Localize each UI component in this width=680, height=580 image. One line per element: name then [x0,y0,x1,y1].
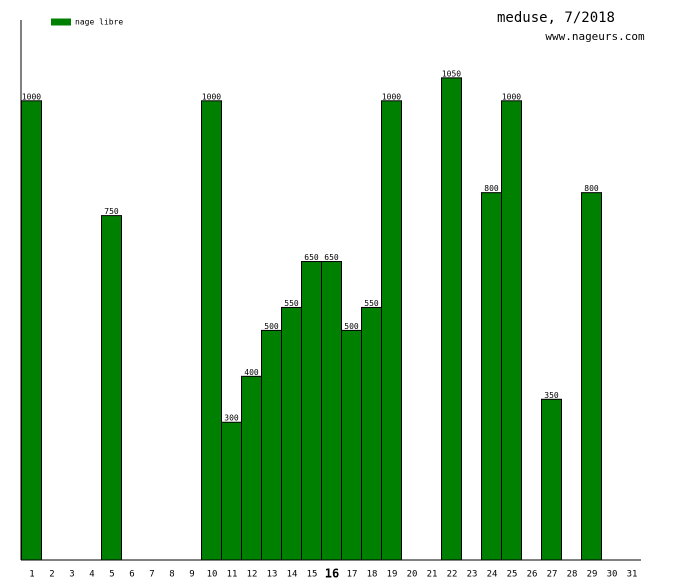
bar [381,100,402,561]
bar [581,192,602,561]
x-tick-label: 15 [307,570,318,580]
bar [21,100,42,561]
x-tick-label: 10 [207,570,218,580]
value-label: 500 [264,322,279,331]
value-label: 650 [324,253,339,262]
x-tick-label: 8 [169,570,174,580]
value-label: 400 [244,368,259,377]
x-tick-label: 6 [129,570,134,580]
x-tick-label: 18 [367,570,378,580]
value-label: 550 [284,299,299,308]
x-tick-label: 3 [69,570,74,580]
bar [481,192,502,561]
value-label: 500 [344,322,359,331]
value-label: 550 [364,299,379,308]
bar [241,375,262,561]
x-tick-label: 31 [627,570,638,580]
value-label: 1000 [502,92,521,101]
bar [201,100,222,561]
bar [301,261,322,561]
legend-swatch [51,18,71,26]
x-tick-label: 17 [347,570,358,580]
x-tick-label: 19 [387,570,398,580]
x-tick-label: 13 [267,570,278,580]
value-label: 350 [544,391,559,400]
chart-title: meduse, 7/2018 [497,10,615,26]
legend-label: nage libre [75,18,123,27]
x-tick-label: 23 [467,570,478,580]
x-tick-label: 30 [607,570,618,580]
x-tick-label: 2 [49,570,54,580]
x-tick-label: 12 [247,570,258,580]
value-label: 1050 [442,69,461,78]
bar [501,100,522,561]
x-tick-label: 21 [427,570,438,580]
x-tick-label: 16 [325,567,339,580]
value-label: 1000 [202,92,221,101]
x-tick-label: 29 [587,570,598,580]
bar [361,306,382,561]
bar [101,215,122,561]
bar [261,329,282,561]
value-label: 800 [584,184,599,193]
x-tick-label: 14 [287,570,298,580]
bar [341,329,362,561]
x-tick-label: 11 [227,570,238,580]
value-label: 300 [224,414,239,423]
value-label: 650 [304,253,319,262]
x-tick-label: 4 [89,570,94,580]
x-tick-label: 9 [189,570,194,580]
value-label: 800 [484,184,499,193]
x-tick-label: 27 [547,570,558,580]
value-label: 1000 [22,92,41,101]
x-tick-label: 25 [507,570,518,580]
value-label: 1000 [382,92,401,101]
bar [441,77,462,561]
bar [221,421,242,561]
x-tick-label: 1 [29,570,34,580]
chart-subtitle: www.nageurs.com [545,30,645,43]
x-tick-label: 26 [527,570,538,580]
x-tick-label: 5 [109,570,114,580]
bar [281,306,302,561]
x-tick-label: 22 [447,570,458,580]
x-tick-label: 28 [567,570,578,580]
bar [541,398,562,561]
bar [321,261,342,561]
value-label: 750 [104,207,119,216]
x-tick-label: 24 [487,570,498,580]
x-tick-label: 7 [149,570,154,580]
x-tick-label: 20 [407,570,418,580]
